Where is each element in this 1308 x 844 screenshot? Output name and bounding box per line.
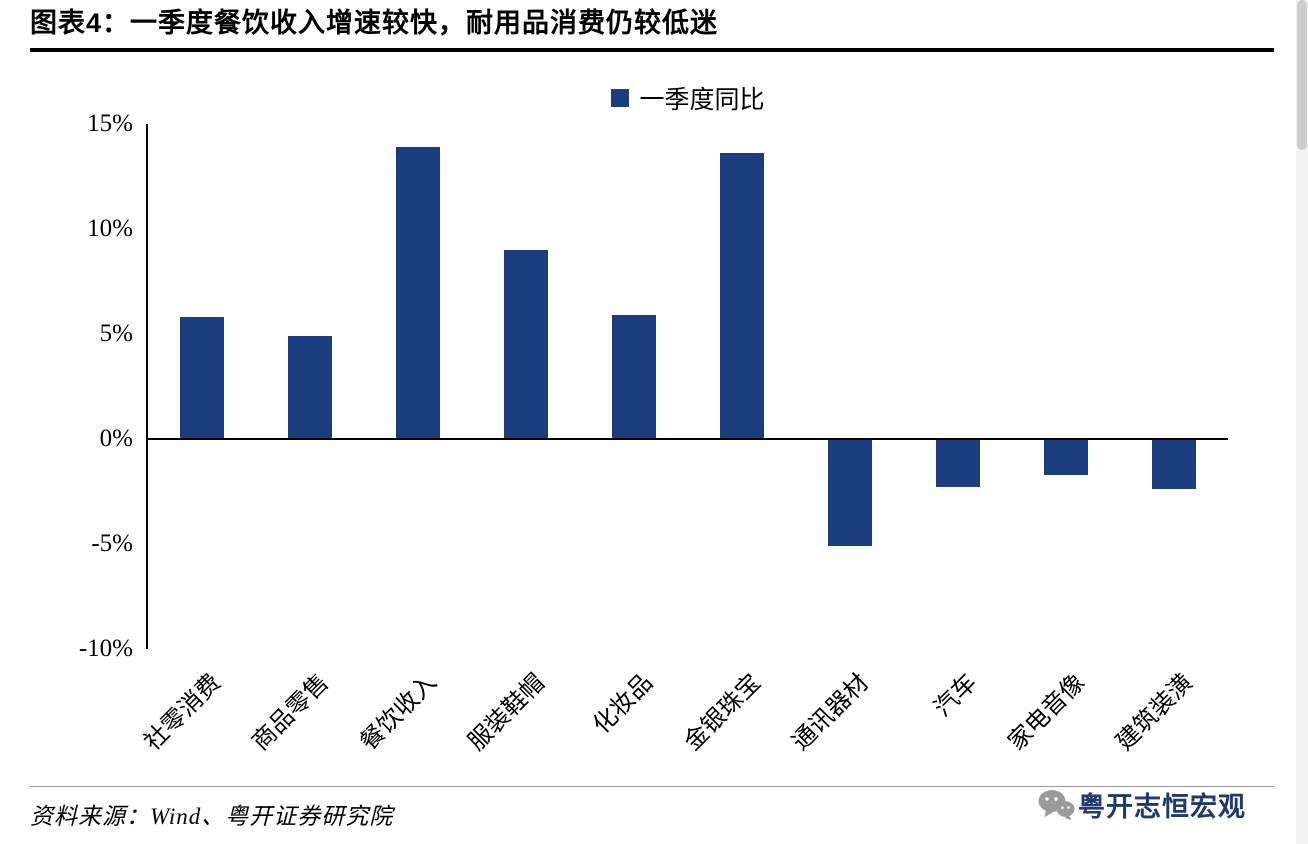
x-axis-label: 汽车	[929, 669, 983, 722]
y-axis-tick-label: 10%	[87, 215, 133, 242]
y-axis-tick-label: -5%	[91, 530, 133, 557]
figure-number: 图表4：	[30, 8, 131, 38]
watermark: 粤开志恒宏观	[1037, 785, 1246, 824]
figure-header: 图表4：一季度餐饮收入增速较快，耐用品消费仍较低迷	[30, 6, 1274, 53]
zero-axis-line	[148, 438, 1228, 440]
bar	[612, 315, 656, 439]
plot-area: 15% 10% 5% 0% -5% -10% 社零消费 商品零售 餐饮收入 服装鞋帽 化妆品 金银珠宝…	[79, 110, 1228, 756]
bar	[828, 439, 872, 547]
x-axis-label: 商品零售	[247, 669, 335, 756]
legend: 一季度同比	[148, 80, 1228, 116]
y-axis-tick-label: 0%	[99, 425, 133, 452]
x-axis-label: 社零消费	[139, 669, 227, 756]
x-axis-label: 餐饮收入	[355, 669, 443, 756]
bar	[288, 336, 332, 439]
footer-divider	[30, 786, 1274, 787]
bar	[936, 439, 980, 488]
bar	[1152, 439, 1196, 490]
bar	[504, 250, 548, 439]
x-axis-label: 化妆品	[588, 669, 659, 739]
x-axis-label: 通讯器材	[787, 669, 875, 756]
bar	[1044, 439, 1088, 475]
legend-swatch	[611, 89, 630, 107]
bar	[720, 153, 764, 439]
scrollbar-thumb[interactable]	[1297, 0, 1307, 150]
y-axis-line	[146, 124, 148, 649]
x-axis-label: 服装鞋帽	[463, 669, 551, 756]
bar	[180, 317, 224, 439]
y-axis-tick-label: 5%	[99, 320, 133, 347]
bar	[396, 147, 440, 439]
legend-label: 一季度同比	[639, 87, 765, 114]
watermark-text: 粤开志恒宏观	[1078, 792, 1246, 822]
x-axis-label: 家电音像	[1003, 669, 1091, 756]
scrollbar-track[interactable]	[1296, 0, 1308, 844]
x-axis-label: 金银珠宝	[679, 669, 767, 756]
y-axis-tick-label: -10%	[78, 635, 133, 662]
wechat-logo-icon	[1037, 789, 1075, 821]
source-note: 资料来源：Wind、粤开证券研究院	[30, 804, 394, 829]
figure-title-text: 一季度餐饮收入增速较快，耐用品消费仍较低迷	[130, 8, 719, 38]
figure-title: 图表4：一季度餐饮收入增速较快，耐用品消费仍较低迷	[30, 6, 1274, 41]
x-axis-label: 建筑装潢	[1111, 669, 1199, 756]
y-axis-tick-label: 15%	[87, 110, 133, 137]
